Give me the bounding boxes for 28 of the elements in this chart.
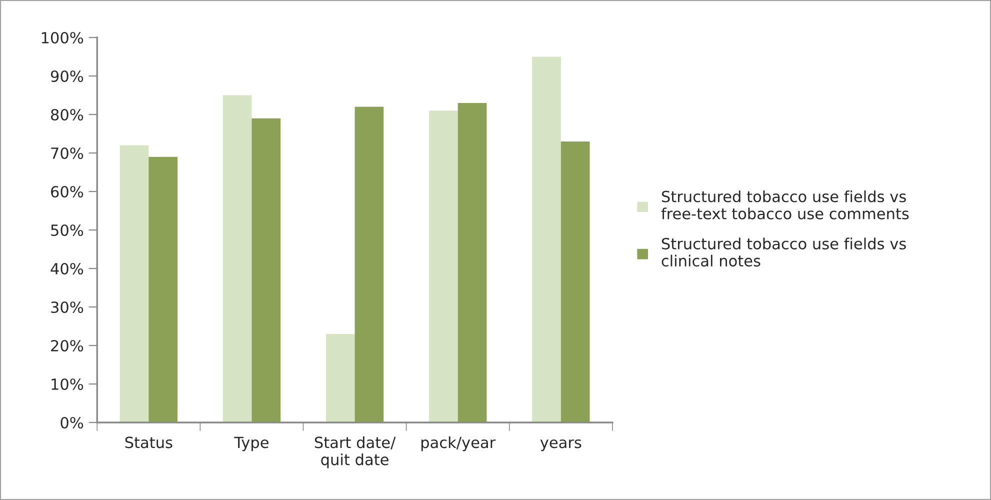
bar: [354, 106, 384, 422]
y-tick-label: 80%: [51, 108, 84, 121]
legend-label: Structured tobacco use fields vs free-text tobacco use comments: [661, 190, 909, 220]
y-tick-label: 70%: [51, 147, 84, 160]
y-tick-label: 50%: [51, 224, 84, 236]
x-tick-label: pack/year: [421, 436, 496, 452]
bar: [326, 334, 355, 422]
y-tick-label: 40%: [50, 262, 84, 275]
y-tick-label: 90%: [50, 70, 84, 82]
x-tick-label: Status: [125, 436, 172, 448]
y-tick-label: 0%: [60, 416, 84, 429]
y-tick-label: 100%: [42, 32, 84, 44]
y-tick-label: 60%: [51, 186, 84, 198]
bar: [120, 145, 149, 422]
x-tick-label: years: [540, 439, 582, 452]
bar: [252, 118, 281, 422]
bar: [222, 95, 252, 422]
x-tick-label: Start date/ quit date: [314, 436, 396, 468]
bar: [428, 110, 458, 422]
bar: [532, 56, 561, 422]
y-tick-label: 30%: [51, 301, 84, 314]
bar: [458, 102, 487, 422]
y-tick-label: 10%: [52, 378, 84, 390]
legend-label: Structured tobacco use fields vs clinical notes: [662, 238, 906, 267]
y-tick-label: 20%: [51, 340, 84, 352]
bar: [560, 141, 590, 422]
x-tick-label: Type: [234, 436, 268, 452]
bar: [148, 156, 178, 422]
